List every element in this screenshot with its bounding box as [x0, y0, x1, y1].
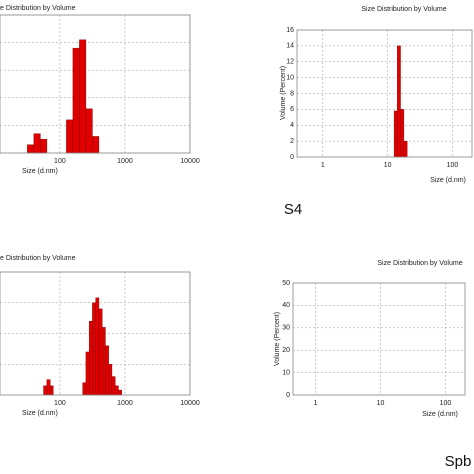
- plot-frame: [0, 271, 191, 396]
- histogram-bar: [400, 109, 405, 158]
- x-tick-label: 10: [377, 400, 385, 407]
- histogram-bar: [92, 136, 100, 154]
- plot-frame: [292, 282, 466, 396]
- histogram-bar: [98, 308, 103, 396]
- chart-title: Size Distribution by Volume: [377, 260, 462, 267]
- x-tick-label: 100: [440, 400, 452, 407]
- x-axis-label: Size (d.nm): [430, 177, 466, 184]
- y-tick-label: 20: [282, 347, 290, 354]
- x-axis-label: Size (d.nm): [422, 411, 458, 418]
- y-tick-label: 0: [286, 392, 290, 399]
- histogram-bar: [403, 140, 408, 158]
- histogram-bar: [43, 385, 48, 396]
- histogram-bar: [79, 39, 87, 154]
- x-tick-label: 100: [54, 158, 66, 165]
- panel-caption: S4: [284, 201, 302, 218]
- y-tick-label: 50: [282, 280, 290, 287]
- y-tick-label: 2: [290, 138, 294, 145]
- y-tick-label: 16: [286, 27, 294, 34]
- panel-caption: Spb: [445, 453, 472, 470]
- histogram-bar: [82, 382, 87, 396]
- histogram-bar: [397, 45, 401, 158]
- plot-frame: [0, 14, 191, 154]
- y-tick-label: 4: [290, 122, 294, 129]
- chart-title: e Distribution by Volume: [0, 5, 76, 12]
- x-tick-label: 10: [384, 162, 392, 169]
- y-tick-label: 10: [286, 74, 294, 81]
- histogram-bar: [40, 138, 48, 154]
- x-tick-label: 1: [321, 162, 325, 169]
- histogram-bar: [50, 385, 54, 396]
- x-tick-label: 100: [54, 400, 66, 407]
- chart-title: e Distribution by Volume: [0, 255, 76, 262]
- y-axis-label: Volume (Percent): [280, 66, 287, 120]
- histogram-bar: [85, 108, 93, 154]
- y-tick-label: 30: [282, 325, 290, 332]
- histogram-bar: [108, 364, 113, 396]
- histogram-bar: [114, 385, 119, 396]
- y-tick-label: 12: [286, 59, 294, 66]
- histogram-bar: [85, 351, 90, 396]
- y-axis-label: Volume (Percent): [274, 312, 281, 366]
- histogram-bar: [27, 144, 35, 154]
- y-tick-label: 6: [290, 106, 294, 113]
- histogram-bar: [393, 110, 398, 158]
- y-tick-label: 10: [282, 369, 290, 376]
- histogram-bar: [92, 302, 96, 396]
- x-axis-label: Size (d.nm): [22, 410, 58, 417]
- y-tick-label: 0: [290, 154, 294, 161]
- y-tick-label: 8: [290, 90, 294, 97]
- x-tick-label: 100: [447, 162, 459, 169]
- histogram-bar: [102, 327, 106, 396]
- y-tick-label: 40: [282, 302, 290, 309]
- x-tick-label: 1000: [117, 400, 133, 407]
- x-tick-label: 1: [314, 400, 318, 407]
- histogram-bar: [46, 379, 51, 396]
- histogram-bar: [105, 345, 109, 396]
- histogram-bar: [88, 321, 93, 396]
- plot-frame: [296, 29, 473, 158]
- histogram-bar: [118, 389, 122, 396]
- histogram-bar: [66, 119, 74, 154]
- x-tick-label: 10000: [180, 400, 200, 407]
- histogram-bar: [33, 133, 41, 154]
- x-tick-label: 10000: [180, 158, 200, 165]
- chart-title: Size Distribution by Volume: [361, 6, 446, 13]
- histogram-bar: [72, 47, 80, 154]
- y-tick-label: 14: [286, 43, 294, 50]
- x-axis-label: Size (d.nm): [22, 168, 58, 175]
- histogram-bar: [111, 376, 116, 396]
- x-tick-label: 1000: [117, 158, 133, 165]
- histogram-bar: [95, 297, 100, 396]
